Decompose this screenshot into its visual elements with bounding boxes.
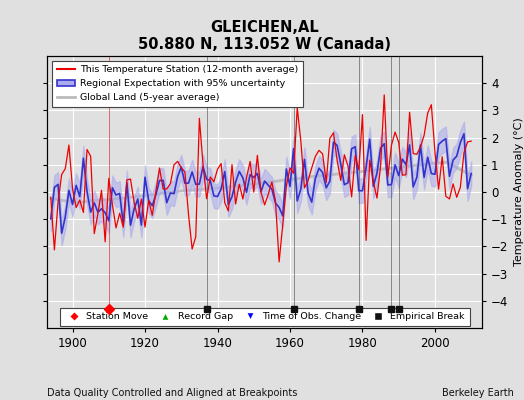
Text: Berkeley Earth: Berkeley Earth bbox=[442, 388, 514, 398]
Title: GLEICHEN,AL
50.880 N, 113.052 W (Canada): GLEICHEN,AL 50.880 N, 113.052 W (Canada) bbox=[138, 20, 391, 52]
Text: Data Quality Controlled and Aligned at Breakpoints: Data Quality Controlled and Aligned at B… bbox=[47, 388, 298, 398]
Y-axis label: Temperature Anomaly (°C): Temperature Anomaly (°C) bbox=[514, 118, 524, 266]
Legend: Station Move, Record Gap, Time of Obs. Change, Empirical Break: Station Move, Record Gap, Time of Obs. C… bbox=[60, 308, 470, 326]
